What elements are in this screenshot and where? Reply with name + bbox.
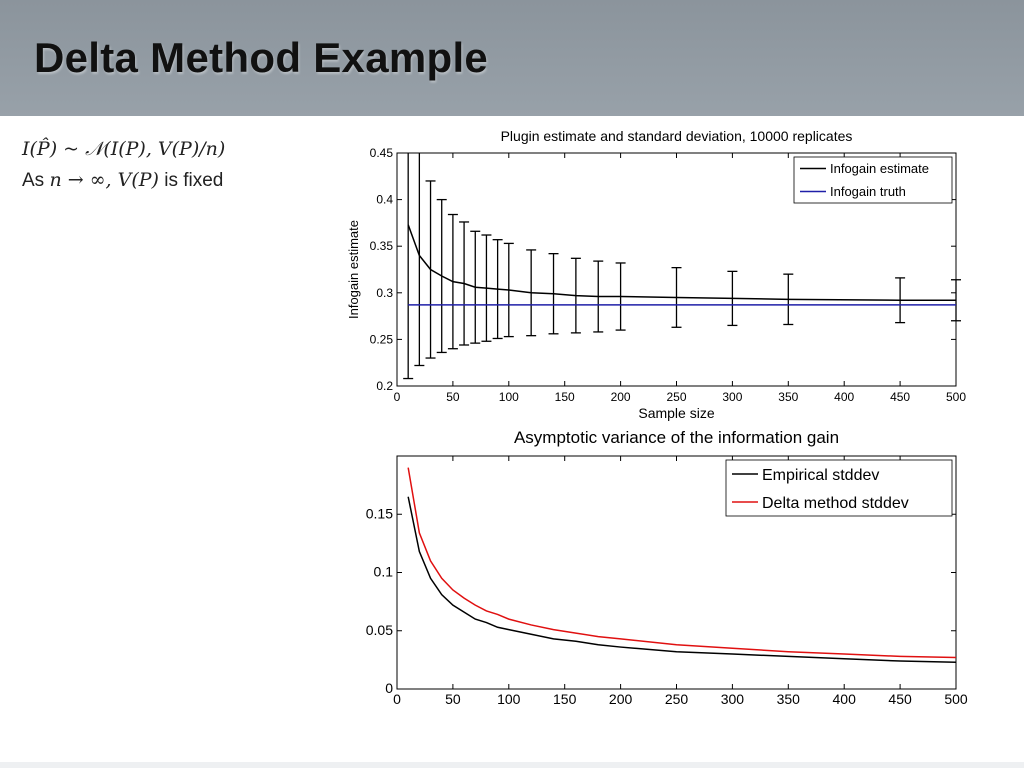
asymptotic-note: As n → ∞, V(P) is fixed [22,165,225,196]
chart1-legend-box [793,156,953,204]
chart1-x-tick-label: 450 [890,390,910,404]
chart1-x-tick-label: 100 [499,390,519,404]
chart1-title: Plugin estimate and standard deviation, … [501,128,853,144]
note-prefix: As [22,170,50,191]
bullet-list: I(P̂) ~ 𝒩(I(P), V(P)/n) As n → ∞, V(P) i… [22,134,225,196]
chart2-legend-box [725,459,953,517]
chart2-x-tick-label: 400 [833,691,857,707]
chart2-title: Asymptotic variance of the information g… [514,428,839,447]
chart1-legend-label: Infogain estimate [830,161,929,176]
chart1-x-axis-label: Sample size [638,405,714,421]
chart1-y-tick-label: 0.2 [376,379,393,393]
chart1-y-tick-label: 0.45 [370,146,394,160]
chart2-y-tick-label: 0.15 [366,505,393,521]
note-math: n → ∞, V(P) [49,169,159,191]
chart2-x-tick-label: 150 [553,691,577,707]
chart1-y-tick-label: 0.3 [376,286,393,300]
chart1-y-tick-label: 0.35 [370,239,394,253]
chart2-y-tick-label: 0 [385,680,393,696]
chart2-x-tick-label: 450 [888,691,912,707]
chart2-series-empirical-stddev [407,496,956,663]
chart1-x-tick-label: 150 [555,390,575,404]
chart2-series-delta-method-stddev [407,467,956,659]
chart1-y-tick-label: 0.4 [376,193,393,207]
chart1-x-tick-label: 200 [611,390,631,404]
chart1-x-tick-label: 350 [778,390,798,404]
chart2-x-tick-label: 0 [393,691,401,707]
title-band [0,0,1024,116]
chart2-x-tick-label: 500 [944,691,968,707]
chart2-x-tick-label: 50 [445,691,461,707]
chart2-legend-label: Delta method stddev [762,495,909,512]
chart2-x-tick-label: 100 [497,691,521,707]
chart1-x-tick-label: 0 [394,390,401,404]
slide-title: Delta Method Example [34,34,489,81]
footer-strip [0,762,1024,768]
chart2-x-tick-label: 300 [721,691,745,707]
chart1-x-tick-label: 400 [834,390,854,404]
note-suffix: is fixed [158,170,224,191]
chart2-x-tick-label: 350 [777,691,801,707]
chart2-x-tick-label: 250 [665,691,689,707]
chart2-legend-label: Empirical stddev [762,467,879,484]
chart1-legend-label: Infogain truth [830,184,906,199]
formula-line: I(P̂) ~ 𝒩(I(P), V(P)/n) [22,138,226,160]
chart1-y-axis-label: Infogain estimate [346,220,361,319]
chart1-series-infogain-estimate [407,224,956,302]
chart1-y-tick-label: 0.25 [370,332,394,346]
chart2-x-tick-label: 200 [609,691,633,707]
chart1-x-tick-label: 500 [946,390,966,404]
chart1-x-tick-label: 300 [722,390,742,404]
chart1-x-tick-label: 250 [666,390,686,404]
chart1-x-tick-label: 50 [446,390,460,404]
chart2-y-tick-label: 0.05 [366,622,393,638]
chart2-y-tick-label: 0.1 [374,564,394,580]
